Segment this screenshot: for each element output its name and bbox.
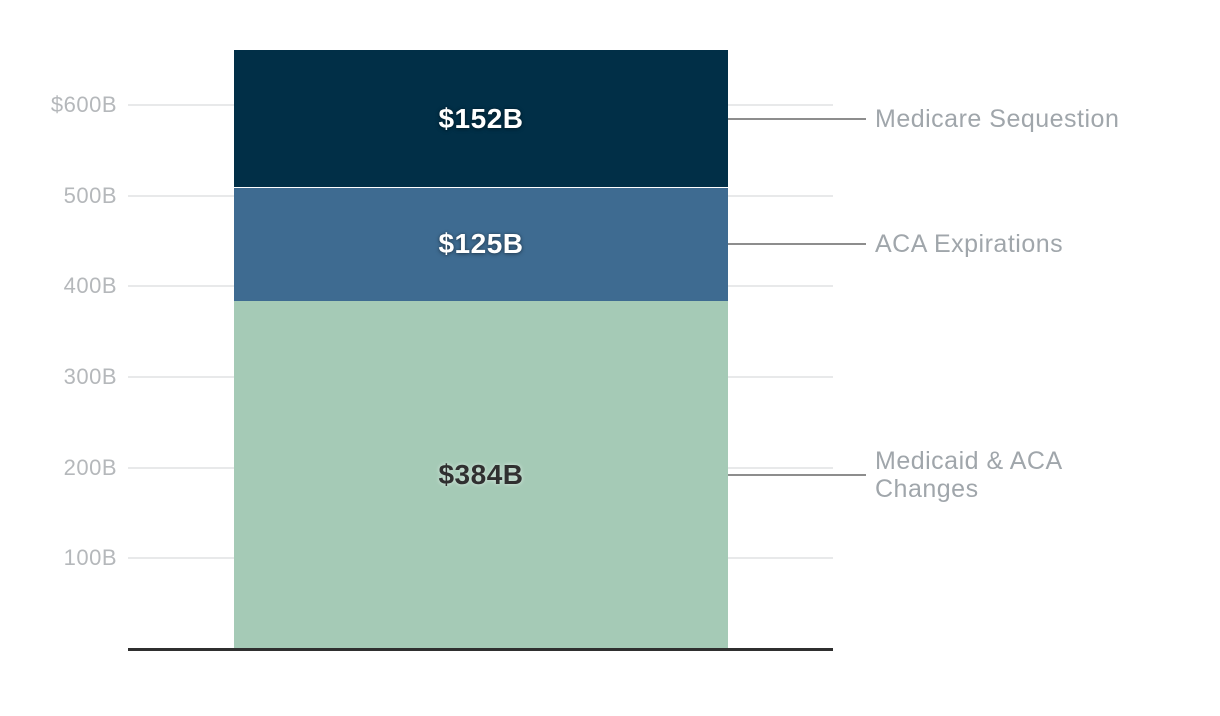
y-tick-label-600: $600B (50, 92, 117, 117)
annotation-label-medicare-sequestion: Medicare Sequestion (875, 105, 1119, 133)
segment-value-label-aca-expirations: $125B (438, 228, 524, 260)
y-tick-label-300: 300B (63, 364, 117, 389)
annotation-label-aca-expirations: ACA Expirations (875, 230, 1063, 258)
annotation-text-line: Medicaid & ACA (875, 446, 1063, 475)
callout-line-medicare-sequestion (728, 117, 866, 120)
y-tick-label-100: 100B (63, 545, 117, 571)
callout-line-medicaid-aca-changes (728, 473, 866, 476)
bar-segment-medicaid-aca-changes: $384B (234, 300, 728, 649)
y-tick-label-200: 200B (63, 454, 117, 480)
annotation-text-line: Medicare Sequestion (875, 104, 1120, 133)
callout-line-aca-expirations (728, 243, 866, 246)
x-axis-baseline (128, 648, 833, 651)
bar-segment-medicare-sequestion: $152B (234, 49, 728, 188)
bar-segment-aca-expirations: $125B (234, 187, 728, 301)
y-tick-label-400: 400B (63, 273, 117, 299)
segment-value-label-medicaid-aca-changes: $384B (438, 458, 524, 490)
annotation-label-medicaid-aca-changes: Medicaid & ACA Changes (875, 447, 1063, 503)
y-tick-label-500: 500B (63, 182, 117, 208)
segment-value-label-medicare-sequestion: $152B (438, 102, 524, 134)
annotation-text-line: Changes (875, 474, 979, 503)
annotation-text-line: ACA Expirations (875, 230, 1064, 259)
